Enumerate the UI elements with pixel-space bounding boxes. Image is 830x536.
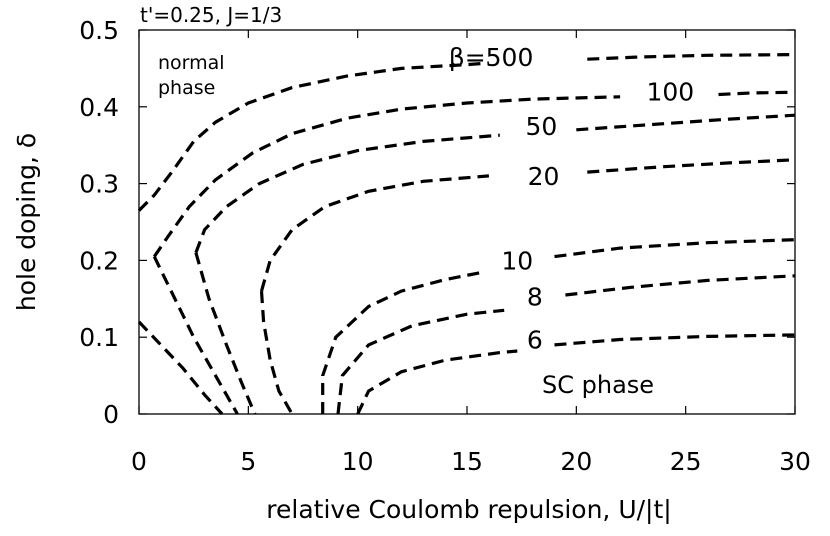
- curve-label: 100: [647, 77, 695, 106]
- curve-segment-5: [336, 308, 505, 415]
- curve-segment-3: [259, 174, 490, 292]
- plot-frame: [138, 29, 796, 415]
- region-label-normal-line2: phase: [158, 77, 215, 99]
- curve-group: [137, 53, 796, 416]
- curve-segment-4: [554, 238, 796, 259]
- curve-segment-2: [576, 113, 796, 132]
- curve-label: β=500: [449, 43, 534, 72]
- curve-label: 6: [527, 326, 543, 355]
- x-tick-label: 5: [240, 447, 256, 476]
- curve-label: 20: [528, 162, 560, 191]
- curve-label: 10: [501, 246, 533, 275]
- curve-label-group: β=500 100 50 20 10 8 6: [449, 43, 694, 355]
- curve-segment-1: [718, 90, 796, 97]
- x-tick-label: 10: [342, 447, 374, 476]
- x-tick-label: 0: [131, 447, 147, 476]
- curve-segment-6: [554, 333, 796, 347]
- curve-segment-4: [259, 290, 294, 415]
- x-tick-label: 30: [779, 447, 811, 476]
- chart-subtitle: t'=0.25, J=1/3: [140, 3, 282, 27]
- curve-segment-1: [137, 320, 224, 416]
- y-tick-label: 0.4: [79, 93, 119, 122]
- curve-segment-2: [152, 255, 239, 415]
- curve-label: 8: [527, 282, 543, 311]
- curve-segment-5: [565, 274, 796, 297]
- curve-segment-0: [137, 61, 490, 212]
- y-axis-title: hole doping, δ: [12, 133, 41, 311]
- y-tick-label: 0.5: [79, 16, 119, 45]
- y-tick-label: 0: [103, 400, 119, 429]
- x-tick-label: 25: [670, 447, 702, 476]
- region-label-sc: SC phase: [542, 371, 654, 399]
- region-label-normal-line1: normal: [158, 52, 225, 74]
- x-tick-label: 15: [451, 447, 483, 476]
- curve-segment-3: [587, 158, 796, 174]
- y-tick-label: 0.1: [79, 323, 119, 352]
- y-tick-label: 0.2: [79, 246, 119, 275]
- curve-segment-1: [152, 95, 621, 258]
- curve-segment-2: [194, 133, 500, 254]
- curve-segment-4: [321, 270, 485, 414]
- curve-segment-3: [194, 252, 257, 415]
- curve-label: 50: [525, 112, 557, 141]
- axis-ticks: 0 5 10 15 20 25 30 0 0.1 0.2 0.3 0.4 0.5: [79, 16, 811, 476]
- y-tick-label: 0.3: [79, 170, 119, 199]
- x-tick-label: 20: [560, 447, 592, 476]
- curve-segment-0: [587, 53, 796, 61]
- x-axis-title: relative Coulomb repulsion, U/|t|: [266, 495, 671, 524]
- curve-segment-6: [356, 349, 518, 415]
